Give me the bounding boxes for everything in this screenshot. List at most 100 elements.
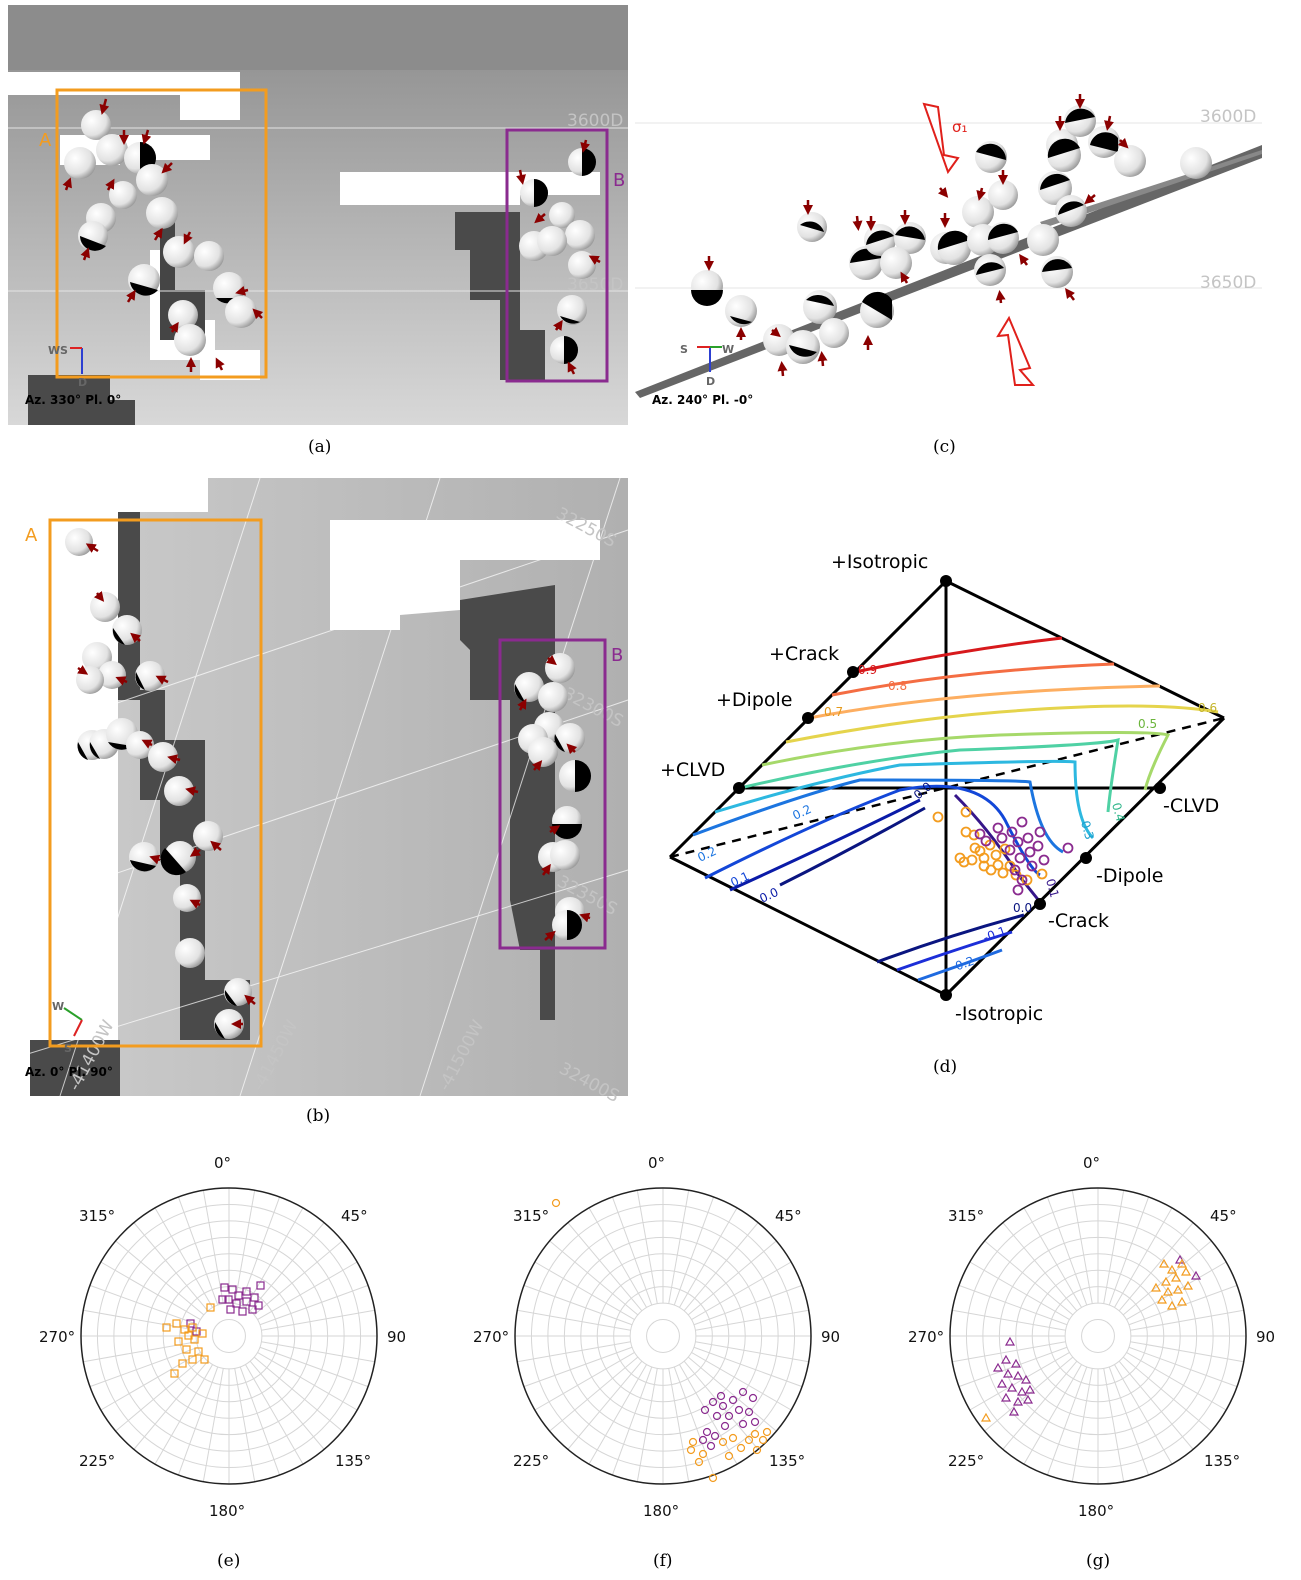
box-b-b <box>498 638 607 950</box>
pressure-arrows-c <box>704 94 1129 377</box>
focal-spheres-c <box>691 105 1212 364</box>
view-orientation-a: Az. 330° Pl. 0° <box>25 393 121 407</box>
grid-spoke <box>259 1346 369 1388</box>
grid-spoke <box>1071 1368 1093 1482</box>
grid-spoke <box>115 1240 205 1316</box>
grid-spoke <box>1122 1356 1212 1432</box>
polar-grid-e <box>80 1187 378 1485</box>
tick-90: 90 <box>387 1328 406 1346</box>
tick-315: 315° <box>513 1207 549 1225</box>
grid-ring <box>1081 1319 1115 1353</box>
tick-315: 315° <box>948 1207 984 1225</box>
contour-label: 0.9 <box>858 663 877 677</box>
contour-label: 0.2 <box>695 844 718 865</box>
tick-45: 45° <box>775 1207 802 1225</box>
grid-spoke <box>1046 1366 1088 1476</box>
grid-spoke <box>257 1261 358 1320</box>
grid-spoke <box>234 1190 256 1304</box>
grid-spoke <box>234 1368 256 1482</box>
grid-spoke <box>673 1366 715 1476</box>
tick-225: 225° <box>79 1452 115 1470</box>
depth-label-3650-c: 3650D <box>1200 273 1256 293</box>
grid-spoke <box>969 1352 1070 1411</box>
grid-spoke <box>611 1196 653 1306</box>
caption-e: (e) <box>217 1551 240 1571</box>
label-minus-clvd: -CLVD <box>1163 795 1219 817</box>
sigma1-label: σ₁ <box>952 118 968 136</box>
caption-f: (f) <box>653 1551 673 1571</box>
triad-b-w: W <box>52 1000 64 1013</box>
grid-spoke <box>1002 1222 1078 1312</box>
panel-f: 0° 45° 90 135° 180° 225° 270° 315° <box>473 1154 840 1571</box>
grid-spoke <box>693 1346 803 1388</box>
grid-spoke <box>245 1364 304 1465</box>
grid-spoke <box>695 1341 809 1363</box>
grid-spoke <box>549 1240 639 1316</box>
triad-s: S <box>60 344 68 357</box>
grid-spoke <box>695 1309 809 1331</box>
grid-spoke <box>1128 1346 1238 1388</box>
grid-spoke <box>984 1240 1074 1316</box>
grid-spoke <box>261 1309 375 1331</box>
grid-spoke <box>679 1207 738 1308</box>
tick-270: 270° <box>39 1328 75 1346</box>
triad-d: D <box>78 376 87 389</box>
grid-spoke <box>261 1341 375 1363</box>
grid-spoke <box>259 1284 369 1326</box>
caption-a: (a) <box>308 437 331 457</box>
grid-spoke <box>154 1364 213 1465</box>
grid-spoke <box>1108 1196 1150 1306</box>
stereonet-points-f <box>551 1198 772 1483</box>
grid-ring <box>646 1319 680 1353</box>
box-b <box>505 128 609 383</box>
grid-spoke <box>239 1196 281 1306</box>
grid-spoke <box>1118 1360 1194 1450</box>
grid-spoke <box>1122 1240 1212 1316</box>
grid-spoke <box>253 1356 343 1432</box>
vertex-dots <box>733 575 1166 1001</box>
label-plus-clvd: +CLVD <box>660 759 725 781</box>
grid-spoke <box>683 1360 759 1450</box>
triad-w: W <box>48 344 60 357</box>
box-a-label-b: A <box>25 525 38 546</box>
grid-spoke <box>687 1356 777 1432</box>
tick-0: 0° <box>1083 1154 1100 1172</box>
grid-spoke <box>691 1352 792 1411</box>
box-b-label: B <box>613 170 625 191</box>
contour-labels: 0.9 0.8 0.7 0.6 0.5 0.4 0.3 0.2 0.1 0.0 … <box>695 663 1217 975</box>
box-a-b <box>48 518 263 1048</box>
grid-spoke <box>1108 1366 1150 1476</box>
grid-spoke <box>1023 1364 1082 1465</box>
tick-0: 0° <box>648 1154 665 1172</box>
grid-spoke <box>534 1352 635 1411</box>
grid-spoke <box>177 1366 219 1476</box>
grid-spoke <box>636 1368 658 1482</box>
label-plus-crack: +Crack <box>769 643 839 665</box>
grid-spoke <box>1103 1190 1125 1304</box>
contour-label: 0.3 <box>1078 819 1096 841</box>
triad-c-d: D <box>706 375 715 388</box>
tick-225: 225° <box>513 1452 549 1470</box>
depth-label-3600-c: 3600D <box>1200 107 1256 127</box>
grid-spoke <box>89 1346 199 1388</box>
grid-ring <box>1064 1302 1132 1370</box>
grid-spoke <box>668 1190 690 1304</box>
triad-b-s: S <box>64 1042 72 1055</box>
sigma1-arrow-top <box>922 102 960 175</box>
triad-c-s: S <box>680 343 688 356</box>
triad-c-w: W <box>722 343 734 356</box>
tick-135: 135° <box>769 1452 805 1470</box>
caption-d: (d) <box>933 1057 957 1077</box>
grid-spoke <box>249 1360 325 1450</box>
tick-0: 0° <box>214 1154 231 1172</box>
moment-tensor-points <box>932 806 1074 896</box>
label-plus-dipole: +Dipole <box>716 689 792 711</box>
grid-spoke <box>245 1207 304 1308</box>
grid-spoke <box>567 1360 643 1450</box>
panel-d: 0.9 0.8 0.7 0.6 0.5 0.4 0.3 0.2 0.1 0.0 … <box>660 551 1226 1077</box>
caption-b: (b) <box>306 1106 330 1126</box>
tick-90: 90 <box>821 1328 840 1346</box>
grid-spoke <box>683 1222 759 1312</box>
stereonet-points-g <box>980 1254 1202 1422</box>
tick-135: 135° <box>335 1452 371 1470</box>
